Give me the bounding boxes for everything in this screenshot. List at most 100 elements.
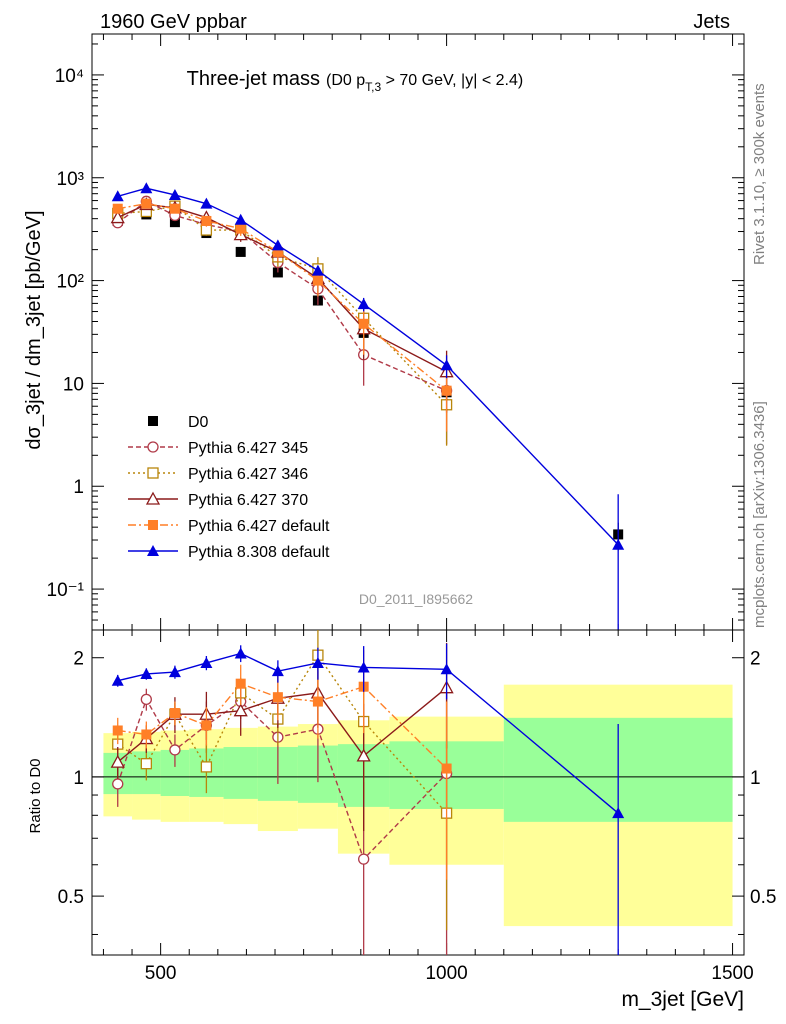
ratio-point [271, 665, 284, 677]
main-frame [91, 33, 745, 631]
main-series-5 [111, 182, 625, 630]
series-line [117, 205, 448, 406]
legend-label: Pythia 6.427 default [188, 518, 330, 535]
mcplots-label: mcplots.cern.ch [arXiv:1306.3436] [751, 401, 768, 628]
main-series-1 [112, 195, 453, 445]
data-point [234, 213, 247, 225]
legend-marker [147, 545, 159, 556]
ratio-point [168, 666, 181, 678]
data-point [358, 318, 369, 329]
data-point [235, 246, 246, 257]
x-tick-label: 500 [145, 963, 177, 984]
plot-title: Three-jet mass [187, 68, 320, 90]
data-point [271, 239, 284, 251]
ratio-point [612, 807, 625, 819]
ratio-y-tick-label: 1 [73, 768, 84, 789]
ratio-line [117, 652, 619, 814]
ratio-point [200, 761, 213, 773]
data-point [235, 223, 246, 234]
ratio-y-tick-label: 0.5 [58, 887, 84, 908]
ratio-point [311, 656, 324, 668]
ratio-series-layer [110, 630, 625, 955]
main-y-tick-label: 10² [57, 272, 84, 293]
x-tick-label: 1500 [711, 963, 753, 984]
main-series-2 [112, 200, 453, 446]
ratio-point [235, 678, 246, 689]
legend-label: Pythia 6.427 345 [188, 440, 308, 457]
main-y-tick-label: 1 [73, 477, 84, 498]
ratio-point [356, 748, 371, 762]
ratio-uncertainty-bands [103, 684, 733, 927]
main-series-3 [110, 197, 454, 413]
ratio-point [140, 667, 153, 679]
data-point [140, 182, 153, 194]
data-point [311, 264, 324, 276]
legend-entry: Pythia 6.427 default [128, 518, 330, 535]
ratio-point [112, 725, 123, 736]
rivet-label: Rivet 3.1.10, ≥ 300k events [751, 83, 768, 265]
ratio-point [357, 661, 370, 673]
data-point [169, 203, 180, 214]
legend-marker [147, 467, 159, 479]
legend-entry: Pythia 8.308 default [128, 544, 330, 561]
main-y-tick-label: 10 [63, 374, 84, 395]
legend-label: D0 [188, 414, 209, 431]
ratio-point [233, 703, 248, 717]
legend-entry: D0 [148, 414, 209, 431]
ratio-point [169, 744, 181, 756]
main-y-tick-label: 10⁻¹ [47, 580, 85, 601]
data-point [357, 298, 370, 310]
x-axis-label: m_3jet [GeV] [621, 988, 744, 1011]
data-point [169, 217, 180, 228]
data-point [111, 190, 124, 202]
data-point [200, 197, 213, 209]
legend-entry: Pythia 6.427 370 [128, 491, 308, 509]
x-tick-label: 1000 [425, 963, 467, 984]
ratio-point [110, 754, 125, 768]
ratio-y-tick-label: 2 [73, 649, 84, 670]
ratio-point [441, 763, 452, 774]
data-point [112, 203, 123, 214]
legend-entry: Pythia 6.427 345 [128, 440, 308, 457]
data-point [272, 246, 283, 257]
data-point [440, 359, 453, 371]
stat-uncertainty-band [223, 747, 258, 799]
ratio-y-axis-label: Ratio to D0 [27, 758, 44, 833]
main-y-tick-label: 10³ [57, 169, 84, 190]
legend-label: Pythia 6.427 370 [188, 492, 308, 509]
ratio-series-4 [111, 643, 625, 955]
ratio-point [141, 729, 152, 740]
main-y-tick-label: 10⁴ [55, 66, 84, 87]
data-point [201, 215, 212, 226]
ratio-point [234, 647, 247, 659]
legend: D0 Pythia 6.427 345 Pythia 6.427 346 Pythia… [128, 414, 330, 561]
ratio-line [117, 697, 448, 861]
ratio-panel: 0.5 0.5 1 1 2 2 500 1000 1500 [58, 629, 776, 984]
legend-label: Pythia 6.427 346 [188, 466, 308, 483]
analysis-id: D0_2011_I895662 [359, 591, 473, 607]
series-line [117, 200, 447, 392]
data-point [312, 275, 323, 286]
series-line [117, 202, 448, 392]
data-point [141, 198, 152, 209]
ratio-y-tick-label-right: 1 [750, 768, 761, 789]
legend-marker [145, 491, 161, 505]
ratio-point [140, 758, 152, 770]
ratio-point [112, 778, 124, 790]
main-y-axis-label: dσ_3jet / dm_3jet [pb/GeV] [23, 210, 45, 449]
data-point [168, 188, 181, 200]
plot-title-cut: (D0 pT,3 > 70 GeV, |y| < 2.4) [326, 72, 523, 94]
legend-marker [148, 416, 158, 426]
plot-title-cut-head: (D0 p [326, 72, 365, 89]
series-line [117, 187, 619, 546]
ratio-y-tick-label-right: 2 [750, 649, 761, 670]
ratio-point [358, 853, 370, 865]
ratio-y-tick-label-right: 0.5 [750, 887, 776, 908]
ratio-point [111, 674, 124, 686]
ratio-point [169, 708, 180, 719]
data-point [441, 385, 452, 396]
legend-entry: Pythia 6.427 346 [128, 466, 308, 483]
ratio-point [440, 663, 453, 675]
plot-title-cut-sub: T,3 [365, 80, 381, 94]
